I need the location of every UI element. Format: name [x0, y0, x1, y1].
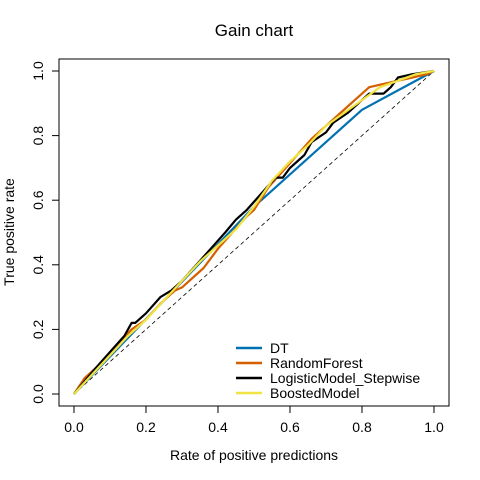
baseline-diagonal [73, 70, 435, 395]
plot-layer [73, 69, 435, 395]
chart-title: Gain chart [215, 21, 294, 40]
legend-label: DT [270, 340, 289, 356]
x-tick-label: 1.0 [424, 419, 444, 435]
legend-label: RandomForest [270, 355, 363, 371]
legend-label: BoostedModel [270, 385, 360, 401]
y-tick-label: 0.6 [30, 190, 46, 210]
x-tick-label: 0.6 [280, 419, 300, 435]
series-line-boostedmodel [73, 69, 435, 395]
x-axis: 0.0 0.2 0.4 0.6 0.8 1.0 [64, 405, 444, 435]
y-tick-label: 0.8 [30, 126, 46, 146]
y-tick-label: 0.0 [30, 384, 46, 404]
y-tick-label: 0.2 [30, 319, 46, 339]
x-tick-label: 0.0 [64, 419, 84, 435]
series-line-randomforest [73, 69, 435, 395]
y-tick-label: 0.4 [30, 255, 46, 275]
x-tick-label: 0.4 [208, 419, 228, 435]
legend-label: LogisticModel_Stepwise [270, 370, 420, 386]
y-axis-label: True positive rate [1, 178, 17, 286]
y-tick-label: 1.0 [30, 61, 46, 81]
x-tick-label: 0.8 [352, 419, 372, 435]
legend: DTRandomForestLogisticModel_StepwiseBoos… [236, 340, 420, 401]
y-axis: 0.0 0.2 0.4 0.6 0.8 1.0 [30, 61, 60, 404]
x-tick-label: 0.2 [136, 419, 156, 435]
x-axis-label: Rate of positive predictions [170, 447, 338, 463]
